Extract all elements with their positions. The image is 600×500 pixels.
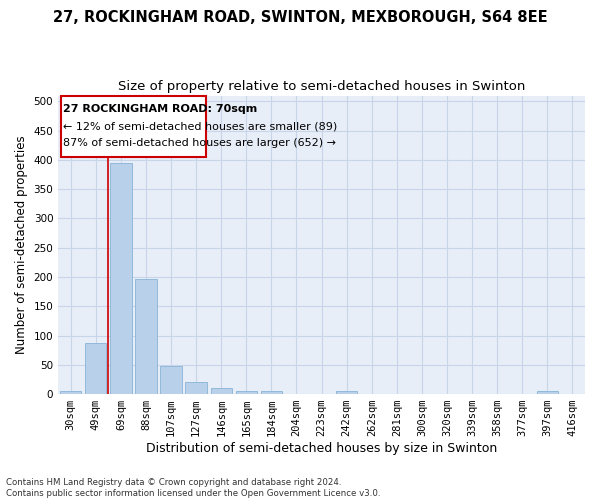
Bar: [211, 388, 232, 394]
Bar: [60, 391, 82, 394]
Bar: [85, 342, 106, 394]
Bar: [537, 391, 558, 394]
FancyBboxPatch shape: [61, 96, 206, 157]
Text: 87% of semi-detached houses are larger (652) →: 87% of semi-detached houses are larger (…: [63, 138, 336, 148]
Bar: [136, 279, 157, 394]
Bar: [261, 391, 282, 394]
Text: ← 12% of semi-detached houses are smaller (89): ← 12% of semi-detached houses are smalle…: [63, 122, 337, 132]
Bar: [110, 163, 131, 394]
Y-axis label: Number of semi-detached properties: Number of semi-detached properties: [15, 136, 28, 354]
Bar: [236, 391, 257, 394]
Bar: [160, 366, 182, 394]
Text: Contains HM Land Registry data © Crown copyright and database right 2024.
Contai: Contains HM Land Registry data © Crown c…: [6, 478, 380, 498]
Text: 27 ROCKINGHAM ROAD: 70sqm: 27 ROCKINGHAM ROAD: 70sqm: [63, 104, 257, 115]
Bar: [336, 391, 358, 394]
Text: 27, ROCKINGHAM ROAD, SWINTON, MEXBOROUGH, S64 8EE: 27, ROCKINGHAM ROAD, SWINTON, MEXBOROUGH…: [53, 10, 547, 25]
X-axis label: Distribution of semi-detached houses by size in Swinton: Distribution of semi-detached houses by …: [146, 442, 497, 455]
Bar: [185, 382, 207, 394]
Title: Size of property relative to semi-detached houses in Swinton: Size of property relative to semi-detach…: [118, 80, 525, 93]
